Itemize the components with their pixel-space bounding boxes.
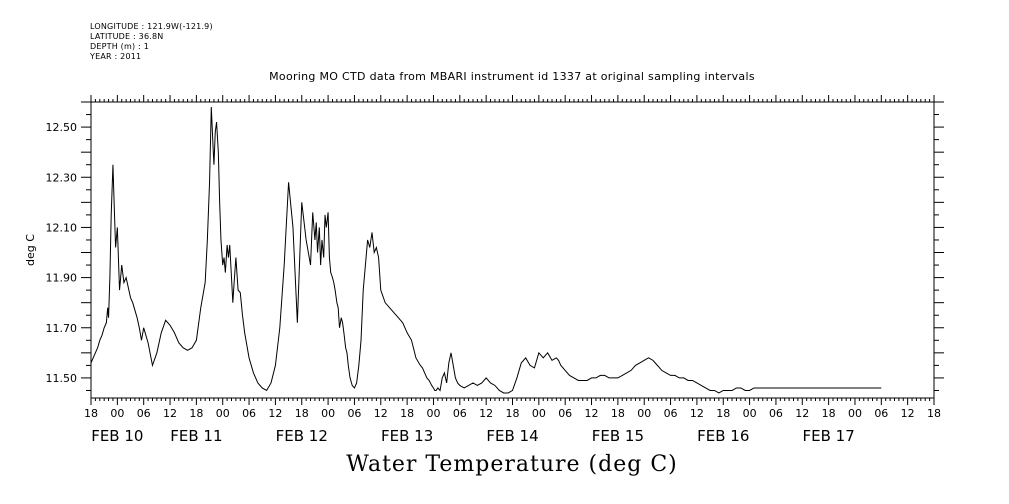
x-tick-label: 06 bbox=[347, 407, 361, 420]
y-axis-label-group: deg C bbox=[24, 234, 37, 266]
y-tick-label: 12.10 bbox=[46, 221, 78, 234]
longitude-label: LONGITUDE : 121.9W(-121.9) bbox=[90, 22, 213, 31]
x-tick-label: 06 bbox=[558, 407, 572, 420]
x-date-label: FEB 13 bbox=[381, 427, 433, 445]
x-tick-label: 12 bbox=[374, 407, 388, 420]
x-tick-label: 18 bbox=[822, 407, 836, 420]
x-tick-label: 12 bbox=[585, 407, 599, 420]
x-tick-label: 06 bbox=[453, 407, 467, 420]
x-tick-label: 12 bbox=[690, 407, 704, 420]
x-date-label: FEB 14 bbox=[486, 427, 538, 445]
x-tick-label: 18 bbox=[84, 407, 98, 420]
x-tick-label: 12 bbox=[479, 407, 493, 420]
y-tick-label: 12.50 bbox=[46, 121, 78, 134]
x-tick-label: 18 bbox=[295, 407, 309, 420]
x-date-label: FEB 17 bbox=[802, 427, 854, 445]
x-date-label: FEB 15 bbox=[592, 427, 644, 445]
x-date-label: FEB 10 bbox=[91, 427, 143, 445]
x-tick-label: 18 bbox=[189, 407, 203, 420]
plot-frame bbox=[90, 101, 935, 399]
x-axis-caption: Water Temperature (deg C) bbox=[346, 452, 678, 477]
x-tick-label: 12 bbox=[268, 407, 282, 420]
latitude-label: LATITUDE : 36.8N bbox=[90, 32, 164, 41]
x-tick-label: 18 bbox=[611, 407, 625, 420]
x-tick-label: 00 bbox=[848, 407, 862, 420]
x-tick-label: 00 bbox=[743, 407, 757, 420]
y-tick-label: 11.50 bbox=[46, 372, 78, 385]
depth-label: DEPTH (m) : 1 bbox=[90, 42, 149, 51]
y-tick-label: 11.90 bbox=[46, 272, 78, 285]
x-tick-label: 06 bbox=[137, 407, 151, 420]
x-tick-label: 06 bbox=[242, 407, 256, 420]
y-tick-label: 12.30 bbox=[46, 171, 78, 184]
x-tick-label: 12 bbox=[901, 407, 915, 420]
x-tick-label: 06 bbox=[664, 407, 678, 420]
x-tick-label: 00 bbox=[321, 407, 335, 420]
x-tick-label: 00 bbox=[110, 407, 124, 420]
x-tick-label: 12 bbox=[795, 407, 809, 420]
x-tick-label: 00 bbox=[532, 407, 546, 420]
series-line-water-temperature bbox=[90, 106, 882, 394]
x-tick-label: 06 bbox=[769, 407, 783, 420]
x-tick-label: 18 bbox=[716, 407, 730, 420]
x-tick-label: 00 bbox=[426, 407, 440, 420]
chart-title: Mooring MO CTD data from MBARI instrumen… bbox=[269, 70, 755, 83]
x-tick-label: 00 bbox=[216, 407, 230, 420]
axis-ticks bbox=[81, 95, 944, 405]
axis-labels: 18 00 06 12 18 00 06 12 18 00 06 12 18 00 06 12 18 00 06 12… bbox=[46, 121, 942, 445]
x-date-label: FEB 12 bbox=[276, 427, 328, 445]
x-tick-label: 12 bbox=[163, 407, 177, 420]
x-tick-label: 00 bbox=[637, 407, 651, 420]
x-tick-label: 18 bbox=[400, 407, 414, 420]
y-tick-label: 11.70 bbox=[46, 322, 78, 335]
x-date-label: FEB 11 bbox=[170, 427, 222, 445]
x-tick-label: 06 bbox=[874, 407, 888, 420]
year-label: YEAR : 2011 bbox=[90, 52, 142, 61]
x-tick-label: 18 bbox=[927, 407, 941, 420]
x-tick-label: 18 bbox=[506, 407, 520, 420]
x-date-label: FEB 16 bbox=[697, 427, 749, 445]
metadata-block: LONGITUDE : 121.9W(-121.9) LATITUDE : 36… bbox=[90, 22, 213, 62]
y-axis-label: deg C bbox=[24, 234, 37, 266]
